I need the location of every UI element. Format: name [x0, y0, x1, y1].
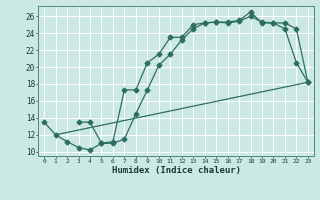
- X-axis label: Humidex (Indice chaleur): Humidex (Indice chaleur): [111, 166, 241, 175]
